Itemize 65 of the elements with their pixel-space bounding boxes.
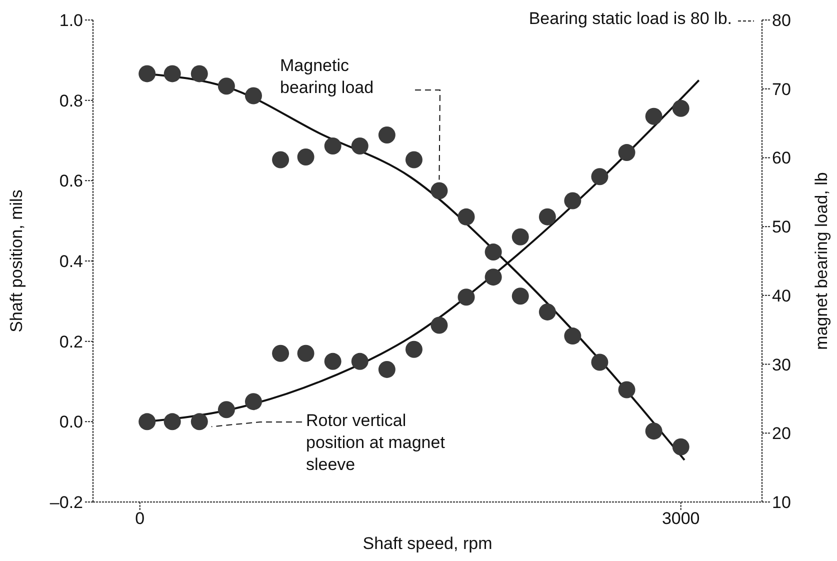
point <box>458 208 475 226</box>
point <box>272 344 290 362</box>
point <box>378 126 396 144</box>
point <box>538 303 556 320</box>
point <box>430 182 448 200</box>
y-tick-label: 0.2 <box>59 332 83 352</box>
point <box>618 144 636 162</box>
point <box>378 360 396 378</box>
annotation: Bearing static load is 80 lb. <box>528 8 732 30</box>
point <box>645 422 662 440</box>
point <box>190 413 208 430</box>
y-axis-title: Shaft position, mils <box>7 190 26 332</box>
point <box>138 65 156 82</box>
point <box>244 87 262 104</box>
x-tick-label: 0 <box>135 509 145 528</box>
point <box>324 138 342 155</box>
x-axis-title: Shaft speed, rpm <box>362 534 492 553</box>
point <box>564 192 582 210</box>
point <box>324 352 342 370</box>
point <box>297 344 314 362</box>
point <box>512 288 529 305</box>
point <box>484 244 502 261</box>
point <box>297 148 314 166</box>
point <box>484 268 502 286</box>
y-tick-label: 0.0 <box>59 412 83 432</box>
y2-axis-title: magnet bearing load, lb <box>812 172 832 350</box>
point <box>138 413 156 430</box>
y2-tick-label: 30 <box>772 355 791 374</box>
y2-tick-label: 80 <box>772 11 791 30</box>
point <box>351 138 368 155</box>
point <box>591 168 608 186</box>
point <box>244 393 262 410</box>
y-tick-label: 1.0 <box>59 11 83 30</box>
point <box>405 340 422 358</box>
point <box>218 78 235 95</box>
point <box>272 151 290 168</box>
y2-tick-label: 20 <box>772 424 791 444</box>
y-tick-label: –0.2 <box>50 493 83 512</box>
point <box>591 354 608 371</box>
y2-tick-label: 50 <box>772 218 791 237</box>
point <box>430 316 448 334</box>
text: Rotor vertical position at magnet sleeve <box>306 410 446 476</box>
point <box>538 208 556 226</box>
point <box>618 381 636 398</box>
point <box>672 438 690 456</box>
point <box>672 100 690 117</box>
point <box>512 228 529 246</box>
y-tick-label: 0.4 <box>59 252 83 272</box>
point <box>164 413 181 430</box>
y2-tick-label: 10 <box>772 493 791 512</box>
point <box>645 108 662 125</box>
y2-tick-label: 70 <box>772 80 791 99</box>
point <box>405 151 422 168</box>
y-tick-label: 0.6 <box>59 172 83 191</box>
y-tick-label: 0.8 <box>59 91 83 110</box>
x-tick-label: 3000 <box>662 509 700 528</box>
point <box>351 352 368 370</box>
point <box>564 328 582 345</box>
point <box>458 288 475 306</box>
y2-tick-label: 60 <box>772 148 791 168</box>
point <box>190 65 208 82</box>
series-label: Magnetic bearing load <box>280 55 375 99</box>
point <box>164 65 181 82</box>
y2-tick-label: 40 <box>772 286 791 306</box>
point <box>218 401 235 418</box>
